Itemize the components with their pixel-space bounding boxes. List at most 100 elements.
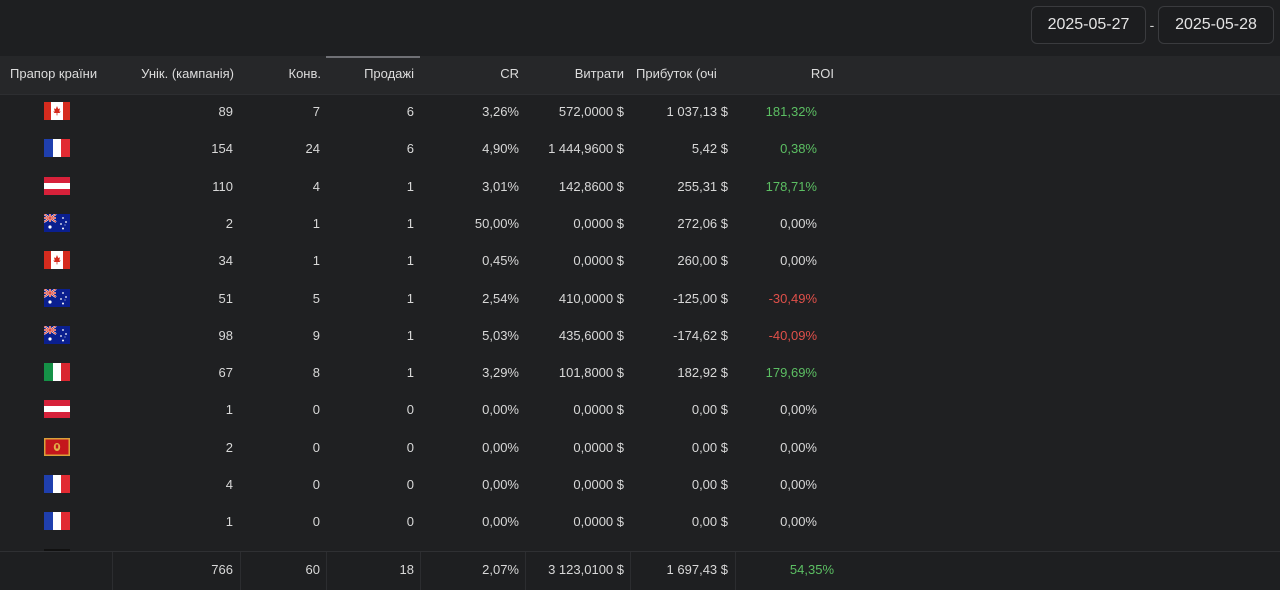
cell-profit: 260,00 $: [677, 253, 728, 269]
cell-profit: 0,00 $: [691, 477, 728, 492]
column-header-flag[interactable]: Прапор країни: [10, 66, 98, 81]
cell-cr: 3,29%: [482, 365, 519, 381]
cell-sales: 1: [406, 290, 414, 306]
table-row[interactable]: 1 0 0 0,00% 0,0000 $ 0,00 $ 0,00%: [0, 391, 1280, 428]
cell-costs: 0,0000 $: [573, 253, 624, 269]
cell-conversions: 8: [312, 365, 320, 381]
sort-indicator: [326, 56, 420, 58]
column-header-profit[interactable]: Прибуток (очі: [636, 66, 717, 81]
cell-roi: -40,09%: [768, 327, 817, 343]
cell-cr: 0,00%: [482, 514, 519, 530]
cell-conversions: 24: [305, 141, 320, 157]
table-header: Прапор країни Унік. (кампанія) Конв. Про…: [0, 56, 1280, 95]
cell-sales: 0: [406, 402, 414, 418]
cell-conversions: 0: [312, 477, 320, 492]
table-row[interactable]: 51 5 1 2,54% 410,0000 $ -125,00 $ -30,49%: [0, 280, 1280, 317]
cell-cr: 3,26%: [482, 104, 519, 119]
table-row[interactable]: 110 4 1 3,01% 142,8600 $ 255,31 $ 178,71%: [0, 168, 1280, 205]
column-header-costs[interactable]: Витрати: [574, 66, 624, 81]
table-totals-row: 766 60 18 2,07% 3 123,0100 $ 1 697,43 $ …: [0, 551, 1280, 590]
cell-unique: 2: [225, 215, 233, 231]
cell-profit: 1 037,13 $: [666, 104, 728, 119]
cell-costs: 1 444,9600 $: [548, 141, 624, 157]
cell-roi: 0,00%: [780, 477, 817, 492]
total-costs: 3 123,0100 $: [548, 562, 624, 577]
austria-flag-icon: [44, 176, 70, 195]
total-unique: 766: [211, 562, 233, 577]
cell-unique: 1: [225, 402, 233, 418]
date-to-input[interactable]: 2025-05-28: [1158, 6, 1274, 44]
australia-flag-icon: [44, 325, 70, 344]
cell-conversions: 0: [312, 514, 320, 530]
cell-cr: 0,45%: [482, 253, 519, 269]
cell-conversions: 9: [312, 327, 320, 343]
cell-cr: 4,90%: [482, 141, 519, 157]
cell-roi: 0,00%: [780, 215, 817, 231]
column-header-unique[interactable]: Унік. (кампанія): [141, 66, 234, 81]
top-toolbar: 2025-05-27 - 2025-05-28: [0, 0, 1280, 56]
cell-roi: -30,49%: [768, 290, 817, 306]
column-header-roi[interactable]: ROI: [810, 66, 834, 81]
cell-conversions: 7: [312, 104, 320, 119]
table-row[interactable]: 4 0 0 0,00% 0,0000 $ 0,00 $ 0,00%: [0, 466, 1280, 503]
cell-unique: 51: [218, 290, 233, 306]
cell-costs: 572,0000 $: [558, 104, 624, 119]
cell-costs: 101,8000 $: [558, 365, 624, 381]
total-conversions: 60: [305, 562, 320, 577]
cell-profit: 5,42 $: [691, 141, 728, 157]
cell-profit: 0,00 $: [691, 439, 728, 455]
cell-sales: 1: [406, 253, 414, 269]
france-flag-icon: [44, 139, 70, 158]
cell-roi: 181,32%: [765, 104, 817, 119]
table-row[interactable]: 2 0 0 0,00% 0,0000 $ 0,00 $ 0,00%: [0, 429, 1280, 466]
cell-costs: 0,0000 $: [573, 514, 624, 530]
table-row[interactable]: 1 0 0 0,00% 0,0000 $ 0,00 $ 0,00%: [0, 503, 1280, 540]
canada-flag-icon: [44, 251, 70, 270]
cell-profit: 0,00 $: [691, 402, 728, 418]
cell-costs: 435,6000 $: [558, 327, 624, 343]
cell-costs: 0,0000 $: [573, 215, 624, 231]
cell-costs: 0,0000 $: [573, 477, 624, 492]
table-row[interactable]: 34 1 1 0,45% 0,0000 $ 260,00 $ 0,00%: [0, 242, 1280, 279]
table-row[interactable]: 98 9 1 5,03% 435,6000 $ -174,62 $ -40,09%: [0, 317, 1280, 354]
date-from-input[interactable]: 2025-05-27: [1031, 6, 1146, 44]
total-sales: 18: [399, 562, 414, 577]
cell-cr: 3,01%: [482, 178, 519, 194]
cell-unique: 154: [211, 141, 233, 157]
cell-roi: 178,71%: [765, 178, 817, 194]
cell-unique: 34: [218, 253, 233, 269]
cell-conversions: 0: [312, 439, 320, 455]
italy-flag-icon: [44, 363, 70, 382]
cell-unique: 98: [218, 327, 233, 343]
table-row[interactable]: 154 24 6 4,90% 1 444,9600 $ 5,42 $ 0,38%: [0, 130, 1280, 167]
australia-flag-icon: [44, 213, 70, 232]
partial-row-flag: [44, 549, 70, 551]
column-header-conversions[interactable]: Конв.: [288, 66, 322, 81]
cell-unique: 1: [225, 514, 233, 530]
column-header-sales[interactable]: Продажі: [364, 66, 414, 81]
cell-cr: 2,54%: [482, 290, 519, 306]
cell-roi: 0,38%: [780, 141, 817, 157]
canada-flag-icon: [44, 102, 70, 120]
cell-roi: 0,00%: [780, 439, 817, 455]
cell-costs: 0,0000 $: [573, 439, 624, 455]
cell-sales: 0: [406, 477, 414, 492]
cell-costs: 410,0000 $: [558, 290, 624, 306]
france-flag-icon: [44, 512, 70, 531]
column-header-cr[interactable]: CR: [500, 66, 519, 81]
table-row[interactable]: 2 1 1 50,00% 0,0000 $ 272,06 $ 0,00%: [0, 205, 1280, 242]
total-cr: 2,07%: [482, 562, 519, 577]
cell-costs: 142,8600 $: [558, 178, 624, 194]
cell-sales: 1: [406, 215, 414, 231]
cell-conversions: 0: [312, 402, 320, 418]
cell-unique: 2: [225, 439, 233, 455]
table-row[interactable]: 89 7 6 3,26% 572,0000 $ 1 037,13 $ 181,32%: [0, 93, 1280, 130]
cell-unique: 110: [212, 178, 233, 194]
table-row[interactable]: 67 8 1 3,29% 101,8000 $ 182,92 $ 179,69%: [0, 354, 1280, 391]
cell-cr: 50,00%: [474, 215, 519, 231]
france-flag-icon: [44, 475, 70, 493]
cell-cr: 0,00%: [482, 402, 519, 418]
cell-profit: 255,31 $: [677, 178, 728, 194]
cell-sales: 1: [406, 327, 414, 343]
cell-sales: 1: [406, 365, 414, 381]
